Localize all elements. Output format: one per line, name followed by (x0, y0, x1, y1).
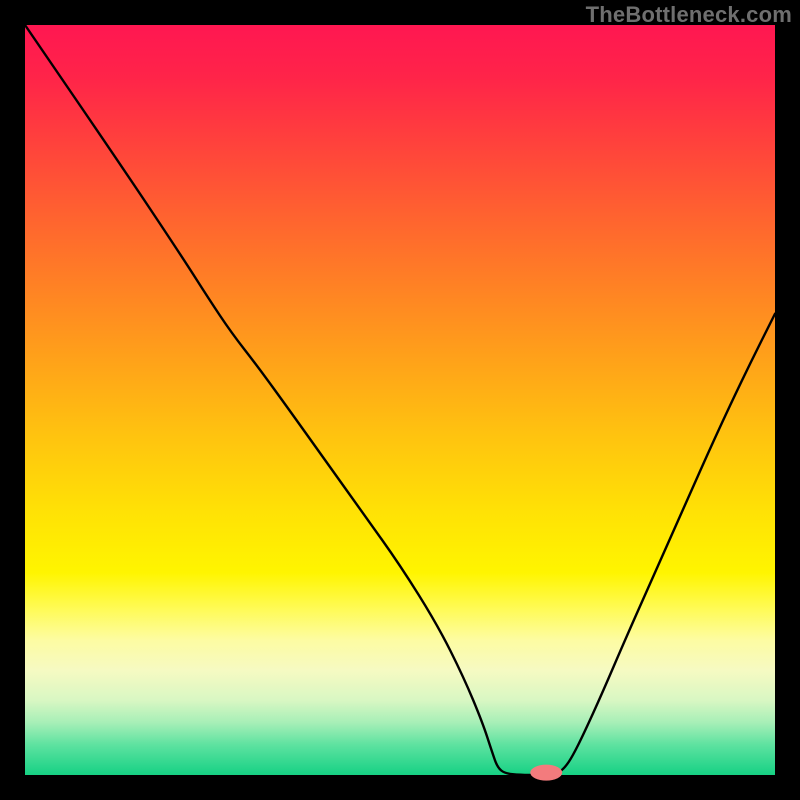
chart-container: TheBottleneck.com (0, 0, 800, 800)
watermark-text: TheBottleneck.com (586, 2, 792, 28)
bottleneck-curve-chart (0, 0, 800, 800)
